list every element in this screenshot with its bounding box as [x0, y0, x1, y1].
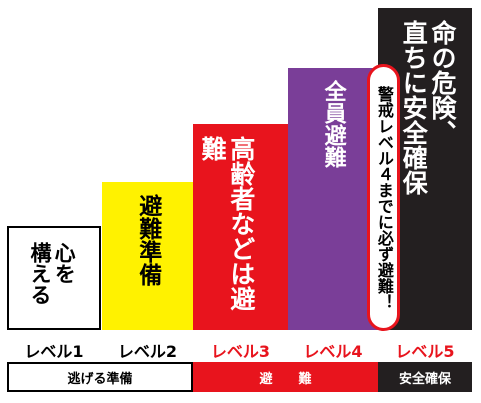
phase-band: 避 難: [193, 362, 378, 392]
message-line: 高齢者などは避難: [198, 136, 256, 311]
message-line: 全員避難: [320, 80, 346, 168]
level-label: レベル1: [24, 342, 84, 361]
message-line: 構える: [28, 242, 53, 305]
level-label: レベル5: [395, 342, 455, 361]
level-box: 避難準備: [102, 182, 193, 330]
message-line: 命の危険、: [428, 20, 457, 145]
level-box: 全員避難: [288, 68, 378, 330]
message-line: 直ちに安全確保: [399, 20, 429, 195]
callout: 警戒レベル４までに必ず避難！: [367, 64, 400, 331]
phase-band: 安全確保: [378, 362, 472, 392]
level-label: レベル2: [117, 342, 178, 361]
level-box: 心を 構える: [7, 226, 101, 330]
level-label: レベル3: [210, 342, 271, 361]
level-message: 心を 構える: [28, 242, 76, 305]
level-message: 避難準備: [134, 194, 161, 286]
level-message: 高齢者などは避難: [197, 136, 256, 330]
level-message: 命の危険、 直ちに安全確保: [399, 20, 457, 195]
message-line: 心を: [52, 242, 77, 284]
level-message: 全員避難: [320, 80, 346, 168]
level-label: レベル4: [303, 342, 363, 361]
message-line: 避難準備: [134, 194, 161, 286]
level-box: 高齢者などは避難: [193, 124, 288, 330]
phase-band: 逃げる準備: [7, 362, 193, 392]
